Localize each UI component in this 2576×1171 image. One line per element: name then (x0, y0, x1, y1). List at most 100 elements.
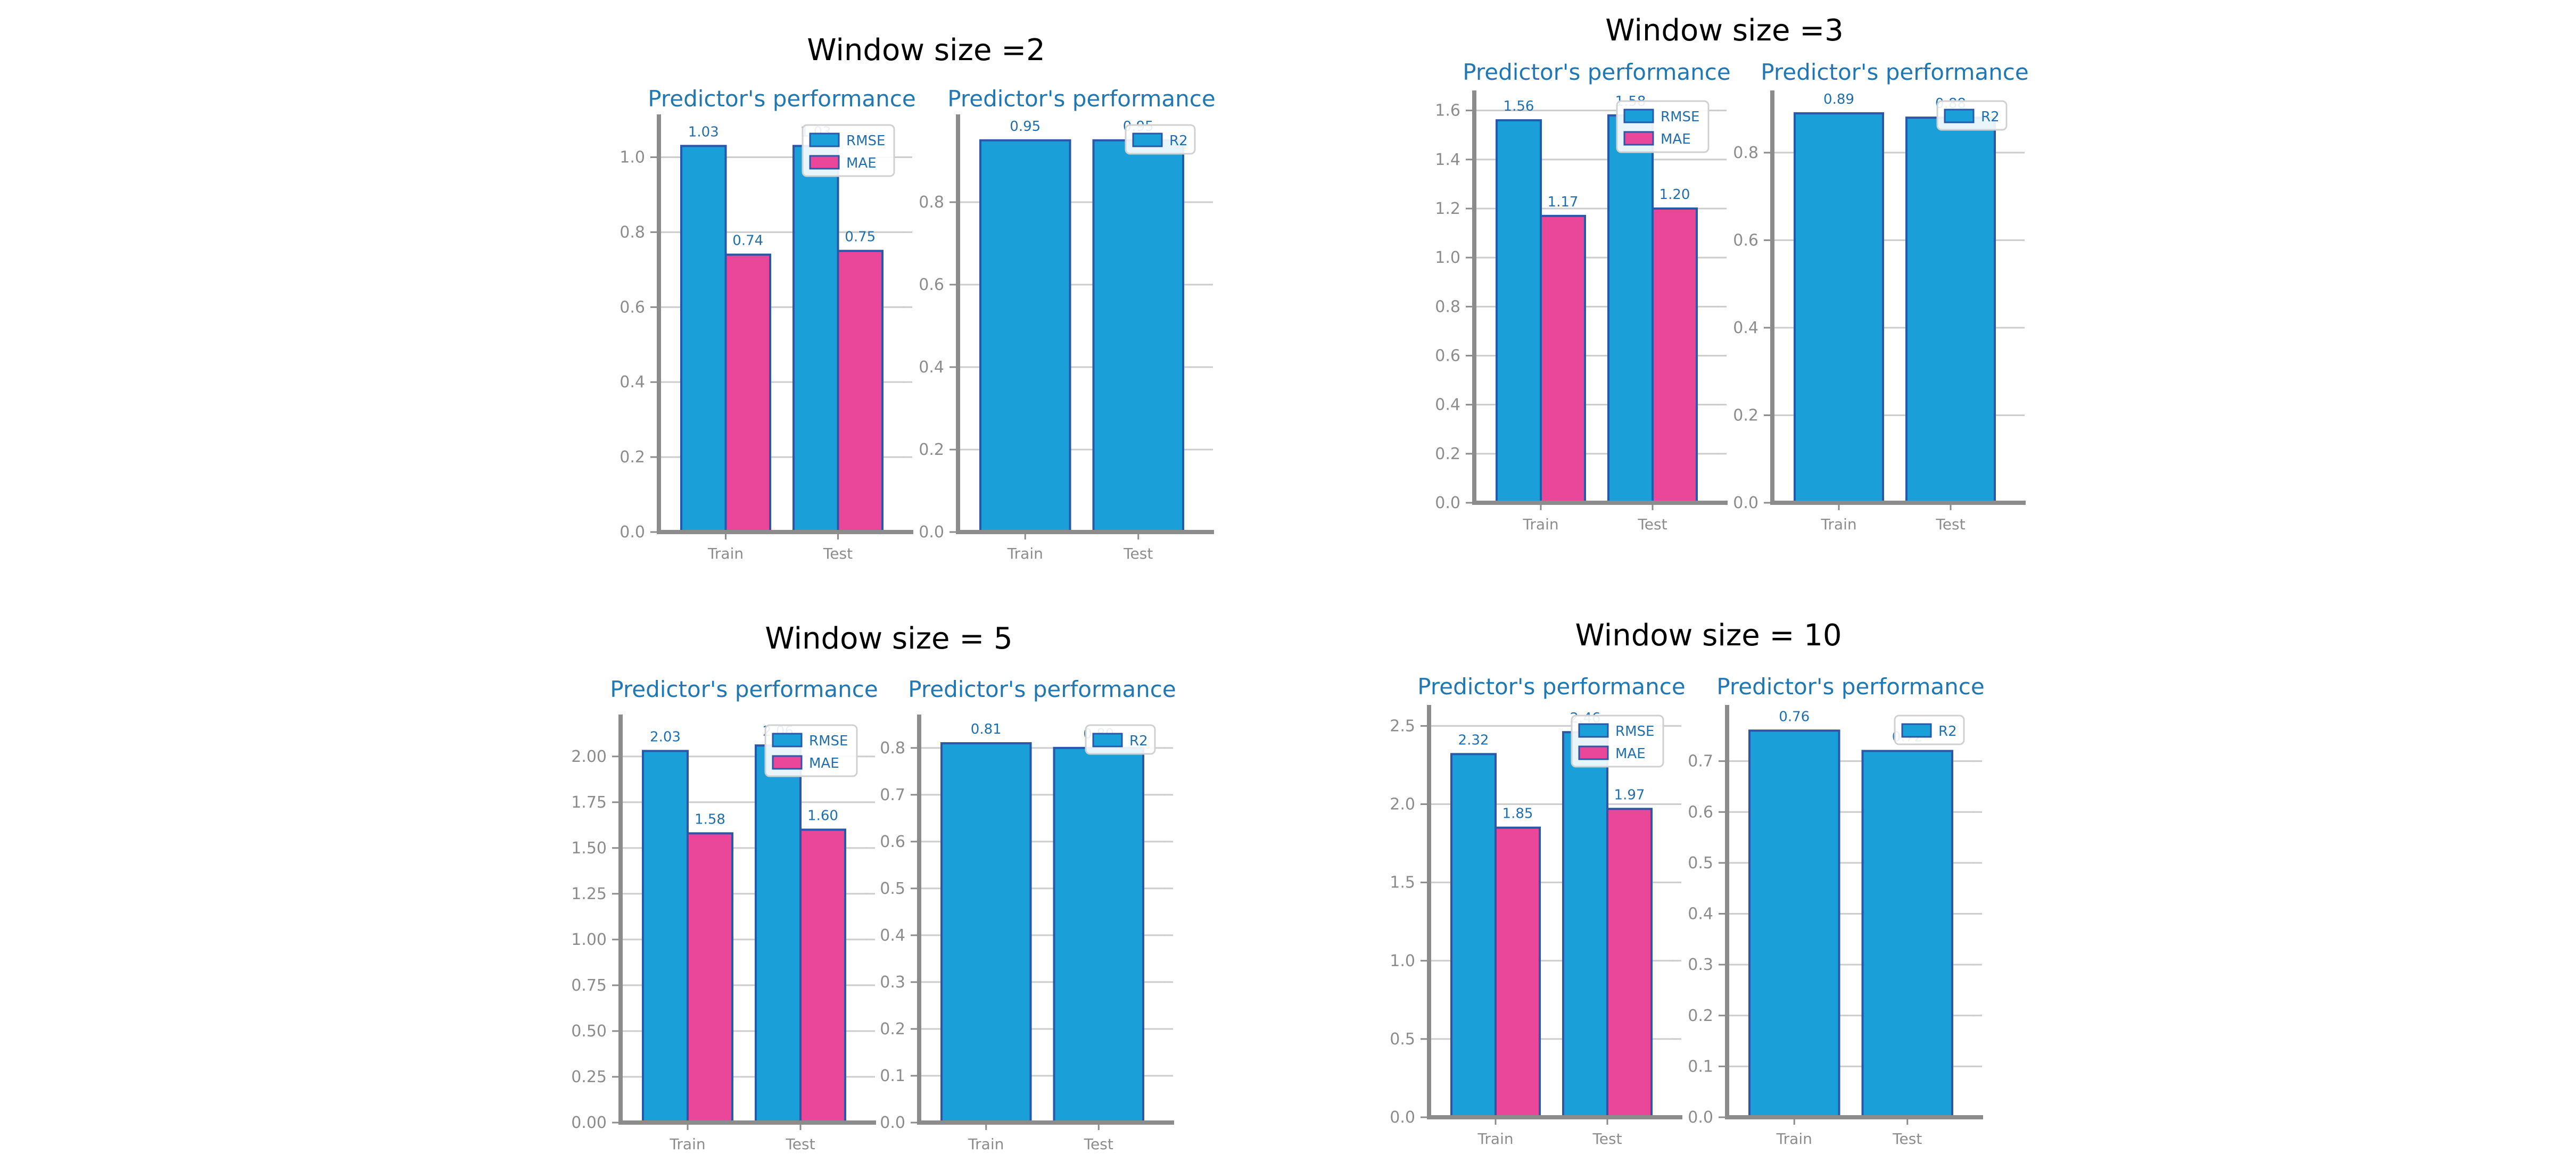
legend: R2 (1894, 715, 1965, 745)
y-tick-label: 0.8 (880, 739, 905, 758)
x-tick-label: Test (823, 545, 853, 562)
legend-label: RMSE (846, 133, 885, 149)
bar-r2-test (1053, 746, 1144, 1124)
bar-mae-train (1495, 826, 1541, 1118)
x-tick-label: Test (1084, 1135, 1113, 1153)
legend: R2 (1125, 124, 1196, 155)
bar-rmse-test (1607, 114, 1654, 504)
y-tick-label: 0.6 (1733, 231, 1758, 250)
y-tick-label: 0.6 (880, 833, 905, 851)
bar-mae-test (1606, 808, 1653, 1118)
subplot-2: Predictor's performance 0.0 0.2 0.4 0.6 0.8 0.… (919, 86, 1215, 562)
legend-label: MAE (809, 755, 839, 771)
y-tick-label: 0.4 (880, 926, 905, 945)
panel-title-window-10: Window size = 10 (1575, 618, 1842, 653)
subplot-7: Predictor's performance 0.0 0.5 1.0 1.5 2.0 2.… (1390, 674, 1685, 1148)
bar-rmse-test (792, 145, 839, 533)
y-tick-label: 0.5 (1688, 854, 1713, 873)
y-tick-label: 0.25 (571, 1068, 607, 1086)
y-tick-label: 1.4 (1435, 151, 1460, 169)
x-tick-label: Train (1477, 1130, 1513, 1148)
y-tick-label: 1.5 (1390, 874, 1415, 892)
y-tick-label: 0.6 (919, 276, 944, 294)
bar-mae-test (799, 828, 846, 1124)
data-label: 0.76 (1779, 709, 1810, 725)
legend-swatch-mae (809, 155, 840, 170)
y-tick-label: 0.2 (1733, 406, 1758, 425)
data-label: 1.85 (1502, 806, 1533, 822)
y-tick-label: 1.0 (1390, 952, 1415, 970)
subplot-title: Predictor's performance (610, 676, 878, 702)
y-tick-label: 0.4 (1435, 396, 1460, 414)
legend-label: MAE (846, 155, 877, 171)
legend-label: RMSE (1615, 724, 1654, 740)
data-label: 1.97 (1614, 787, 1645, 803)
data-label: 2.03 (650, 729, 681, 745)
y-tick-label: 0.6 (1688, 803, 1713, 821)
bar-r2-test (1092, 139, 1184, 533)
x-tick-label: Train (1776, 1130, 1812, 1148)
legend-swatch-r2 (1092, 733, 1123, 748)
data-label: 0.75 (845, 229, 876, 245)
x-tick-label: Train (968, 1135, 1004, 1153)
y-tick-label: 0.3 (880, 973, 905, 992)
x-tick-label: Train (707, 545, 744, 562)
x-tick-label: Train (1522, 516, 1558, 533)
x-tick-label: Test (1892, 1130, 1922, 1148)
data-label: 1.20 (1659, 187, 1690, 203)
legend-swatch-r2 (1944, 109, 1975, 123)
y-tick-label: 2.5 (1390, 717, 1415, 735)
subplot-8: Predictor's performance 0.0 0.1 0.2 0.3 0.4 0.… (1688, 674, 1984, 1148)
subplot-4: Predictor's performance 0.0 0.2 0.4 0.6 0.8 0.… (1733, 59, 2028, 533)
bar-r2-train (979, 139, 1071, 533)
x-tick-label: Test (1592, 1130, 1622, 1148)
subplot-5: Predictor's performance 0.00 0.25 0.50 0.75 1… (571, 676, 878, 1153)
data-label: 0.95 (1010, 119, 1041, 135)
y-tick-label: 0.8 (1435, 297, 1460, 316)
bar-rmse-train (1450, 753, 1497, 1118)
legend-swatch-mae (772, 755, 803, 770)
legend-label: R2 (1129, 733, 1148, 749)
y-tick-label: 0.4 (620, 373, 645, 392)
bar-rmse-train (1496, 119, 1542, 504)
bar-mae-test (837, 250, 884, 534)
legend-swatch-r2 (1132, 132, 1163, 147)
y-tick-label: 1.6 (1435, 102, 1460, 120)
legend: R2 (1085, 724, 1156, 755)
y-tick-label: 0.5 (1390, 1030, 1415, 1049)
data-label: 1.58 (695, 811, 725, 827)
bar-mae-train (687, 832, 733, 1124)
data-label: 1.56 (1504, 98, 1534, 114)
data-label: 0.74 (732, 233, 763, 249)
y-tick-label: 0.8 (1733, 144, 1758, 162)
legend-label: R2 (1981, 109, 2000, 125)
subplot-3: Predictor's performance 0.0 0.2 0.4 0.6 0.8 1.… (1435, 59, 1730, 533)
y-tick-label: 0.0 (1688, 1108, 1713, 1127)
legend-swatch-rmse (1578, 723, 1609, 738)
y-tick-label: 1.0 (1435, 248, 1460, 267)
y-tick-label: 0.75 (571, 976, 607, 995)
x-tick-label: Test (1637, 516, 1667, 533)
y-tick-label: 0.0 (620, 523, 645, 542)
y-tick-label: 1.25 (571, 885, 607, 903)
y-tick-label: 2.00 (571, 748, 607, 766)
x-tick-label: Train (1820, 516, 1856, 533)
subplot-title: Predictor's performance (1463, 59, 1730, 85)
legend-swatch-rmse (1623, 109, 1654, 123)
y-tick-label: 0.0 (1390, 1108, 1415, 1127)
panel-title-window-2: Window size =2 (807, 33, 1045, 68)
legend-label: MAE (1661, 131, 1691, 147)
y-tick-label: 1.50 (571, 839, 607, 858)
y-tick-label: 2.0 (1390, 795, 1415, 814)
bar-r2-train (1794, 112, 1884, 504)
y-tick-label: 0.2 (620, 448, 645, 467)
bar-r2-train (940, 742, 1032, 1124)
panel-title-window-5: Window size = 5 (765, 621, 1013, 656)
y-tick-label: 0.2 (1688, 1007, 1713, 1025)
legend: RMSE MAE (764, 724, 858, 777)
panel-title-window-3: Window size =3 (1605, 13, 1844, 48)
bar-mae-train (1540, 214, 1586, 504)
legend: RMSE MAE (802, 124, 895, 177)
legend-label: RMSE (809, 733, 848, 749)
legend-swatch-r2 (1901, 723, 1932, 738)
